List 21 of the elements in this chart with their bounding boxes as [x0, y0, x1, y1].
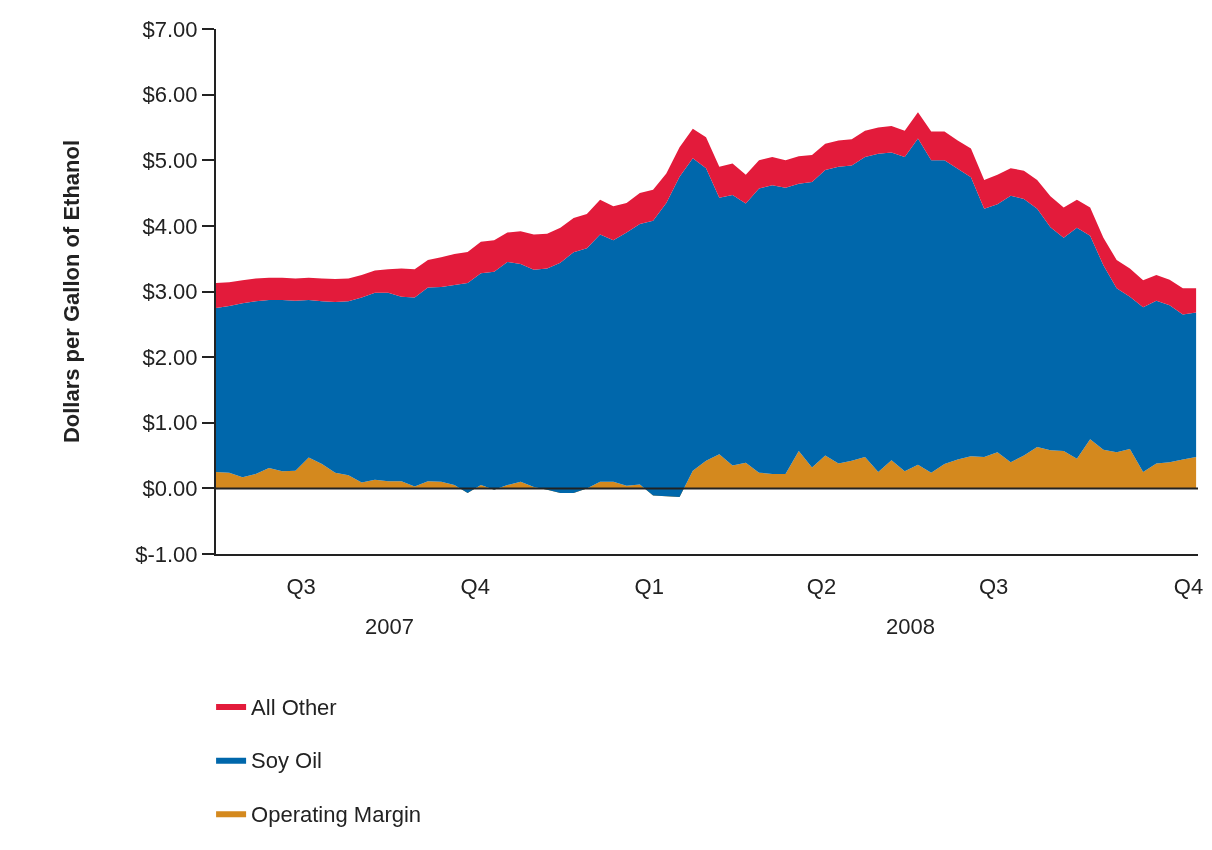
- y-tick-label: $0.00: [142, 476, 198, 502]
- x-tick-label: Q1: [634, 574, 664, 600]
- y-tick-label: $5.00: [142, 147, 198, 173]
- y-tick-label: $3.00: [142, 279, 198, 305]
- y-tick-label: $-1.00: [135, 541, 198, 567]
- y-axis-title: Dollars per Gallon of Ethanol: [58, 139, 84, 444]
- text: 2007: [365, 614, 414, 639]
- y-tick-label: $6.00: [142, 82, 198, 108]
- x-tick-label: Q4: [460, 574, 490, 600]
- x-tick-label: Q3: [286, 574, 316, 600]
- y-tick-label: $4.00: [142, 213, 198, 239]
- x-tick-label: Q4: [1173, 574, 1204, 600]
- y-tick-label: $2.00: [142, 344, 198, 370]
- x-tick-label: Q2: [806, 574, 837, 600]
- legend-label: Operating Margin: [251, 801, 422, 827]
- text: 2008: [886, 614, 935, 639]
- x-tick-label: Q3: [978, 574, 1009, 600]
- legend-label: Soy Oil: [251, 748, 323, 774]
- y-tick-label: $1.00: [142, 410, 198, 436]
- y-tick-label: $7.00: [142, 16, 198, 42]
- legend-label: All Other: [251, 694, 337, 720]
